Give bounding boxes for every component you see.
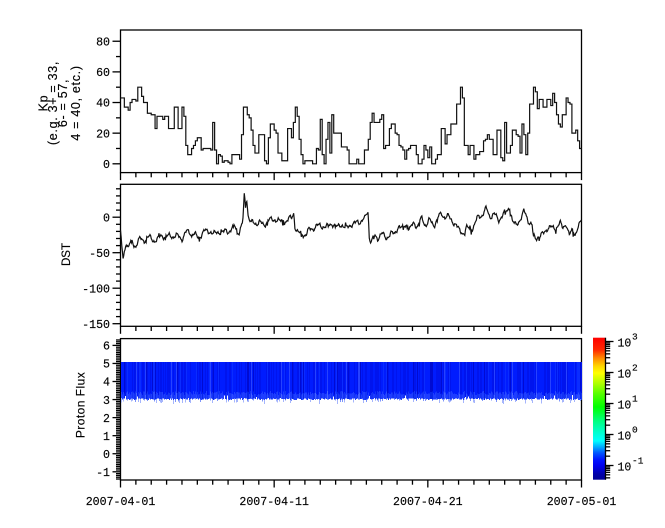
svg-text:2007-04-11: 2007-04-11 — [239, 496, 309, 509]
svg-text:4 = 40, etc.): 4 = 40, etc.) — [69, 65, 83, 140]
svg-text:0: 0 — [103, 159, 110, 172]
svg-text:Proton Flux: Proton Flux — [74, 372, 88, 438]
svg-text:4: 4 — [103, 377, 110, 390]
svg-text:40: 40 — [96, 98, 110, 111]
svg-text:5: 5 — [103, 359, 110, 372]
svg-text:Kp: Kp — [36, 95, 50, 112]
svg-text:10: 10 — [618, 369, 632, 382]
svg-text:-150: -150 — [82, 319, 110, 332]
svg-text:3: 3 — [632, 332, 638, 343]
svg-text:2007-04-21: 2007-04-21 — [393, 496, 463, 509]
svg-text:10: 10 — [618, 462, 632, 475]
svg-text:(e.g. 3+ = 33,: (e.g. 3+ = 33, — [46, 61, 60, 145]
svg-text:1: 1 — [632, 394, 638, 405]
svg-text:10: 10 — [618, 338, 632, 351]
svg-text:0: 0 — [103, 449, 110, 462]
svg-text:60: 60 — [96, 67, 110, 80]
svg-text:-1: -1 — [632, 456, 644, 467]
svg-text:10: 10 — [618, 400, 632, 413]
svg-text:0: 0 — [632, 425, 638, 436]
svg-text:2007-04-01: 2007-04-01 — [86, 496, 156, 509]
svg-text:80: 80 — [96, 36, 110, 49]
svg-text:-100: -100 — [82, 283, 110, 296]
svg-text:2: 2 — [103, 413, 110, 426]
svg-text:3: 3 — [103, 395, 110, 408]
svg-text:20: 20 — [96, 128, 110, 141]
svg-text:6- = 57,: 6- = 57, — [56, 79, 70, 127]
svg-text:6: 6 — [103, 341, 110, 354]
svg-text:-50: -50 — [89, 248, 110, 261]
svg-text:-1: -1 — [96, 467, 110, 480]
svg-text:2: 2 — [632, 363, 638, 374]
svg-text:DST: DST — [61, 243, 73, 266]
svg-text:2007-05-01: 2007-05-01 — [547, 496, 617, 509]
svg-text:0: 0 — [103, 212, 110, 225]
svg-text:1: 1 — [103, 431, 110, 444]
svg-text:10: 10 — [618, 431, 632, 444]
